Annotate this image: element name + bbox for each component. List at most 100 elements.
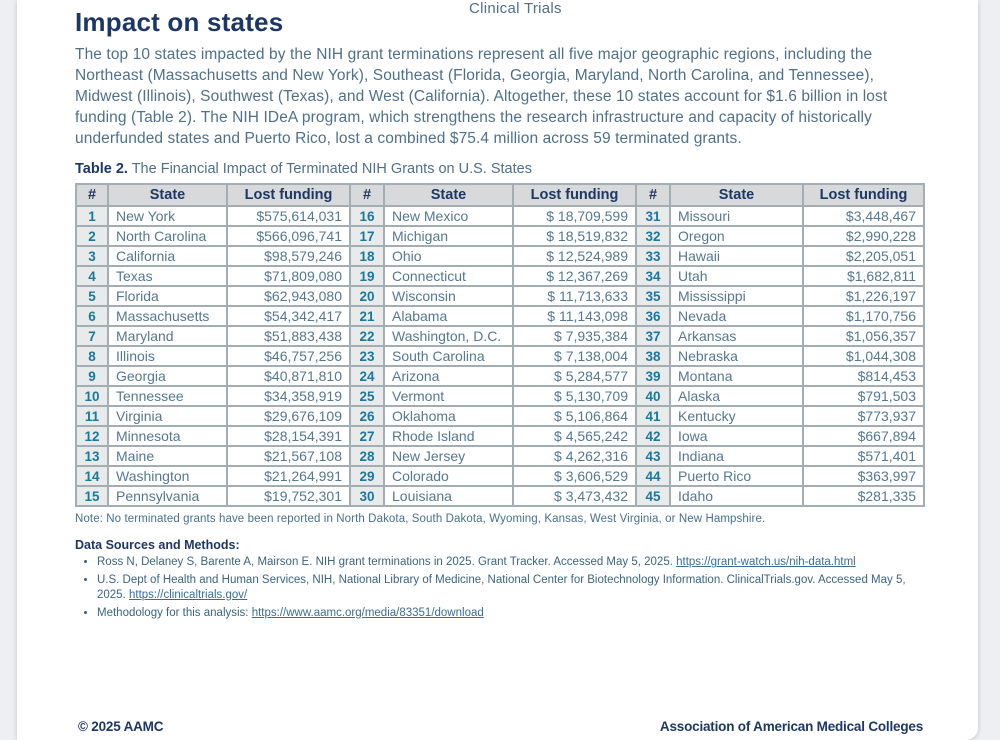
source-link[interactable]: https://clinicaltrials.gov/ (128, 588, 248, 601)
column-header-rank: # (75, 183, 109, 208)
rank-cell: 19 (349, 265, 385, 288)
rank-cell: 3 (75, 245, 109, 268)
table-row: 12 Minnesota $28,154,391 27 Rhode Island $ 4,… (75, 425, 925, 448)
state-cell: South Carolina (383, 345, 514, 368)
rank-cell: 36 (635, 305, 671, 328)
column-header-funding: Lost funding (226, 183, 351, 208)
funding-cell: $3,448,467 (802, 205, 925, 228)
state-cell: Texas (107, 265, 228, 288)
state-cell: Arkansas (669, 325, 804, 348)
rank-cell: 27 (349, 425, 385, 448)
rank-cell: 29 (349, 465, 385, 488)
rank-cell: 38 (635, 345, 671, 368)
rank-cell: 42 (635, 425, 671, 448)
state-cell: Louisiana (383, 485, 514, 508)
state-cell: Missouri (669, 205, 804, 228)
funding-cell: $791,503 (802, 385, 925, 408)
funding-cell: $1,170,756 (802, 305, 925, 328)
rank-cell: 44 (635, 465, 671, 488)
funding-cell: $ 5,284,577 (512, 365, 637, 388)
source-item: U.S. Dept of Health and Human Services, … (97, 573, 935, 602)
funding-cell: $ 7,935,384 (512, 325, 637, 348)
state-cell: Connecticut (383, 265, 514, 288)
rank-cell: 17 (349, 225, 385, 248)
rank-cell: 33 (635, 245, 671, 268)
table-row: 8 Illinois $46,757,256 23 South Carolina $ 7,… (75, 345, 925, 368)
state-cell: Pennsylvania (107, 485, 228, 508)
state-cell: Washington (107, 465, 228, 488)
state-cell: Nevada (669, 305, 804, 328)
state-cell: Iowa (669, 425, 804, 448)
column-header-rank: # (349, 183, 385, 208)
table-row: 6 Massachusetts $54,342,417 21 Alabama $ 11,1… (75, 305, 925, 328)
intro-paragraph: The top 10 states impacted by the NIH gr… (75, 46, 888, 148)
funding-cell: $1,682,811 (802, 265, 925, 288)
table-header: # State Lost funding # State Lost funding # Sta… (75, 183, 925, 208)
rank-cell: 8 (75, 345, 109, 368)
source-link[interactable]: https://www.aamc.org/media/83351/downloa… (251, 606, 484, 619)
rank-cell: 25 (349, 385, 385, 408)
table-row: 11 Virginia $29,676,109 26 Oklahoma $ 5,106,8… (75, 405, 925, 428)
state-cell: New York (107, 205, 228, 228)
column-header-funding: Lost funding (802, 183, 925, 208)
state-cell: Vermont (383, 385, 514, 408)
state-cell: Washington, D.C. (383, 325, 514, 348)
funding-cell: $667,894 (802, 425, 925, 448)
page-footer: © 2025 AAMC Association of American Medi… (78, 719, 923, 734)
state-cell: Mississippi (669, 285, 804, 308)
rank-cell: 37 (635, 325, 671, 348)
sources-heading: Data Sources and Methods: (75, 538, 240, 553)
table-row: 9 Georgia $40,871,810 24 Arizona $ 5,284,577 3… (75, 365, 925, 388)
state-cell: Massachusetts (107, 305, 228, 328)
funding-cell: $40,871,810 (226, 365, 351, 388)
source-item: Methodology for this analysis: https://w… (97, 606, 935, 621)
report-page: Clinical Trials Impact on states The top… (17, 0, 978, 740)
rank-cell: 15 (75, 485, 109, 508)
rank-cell: 21 (349, 305, 385, 328)
table-row: 13 Maine $21,567,108 28 New Jersey $ 4,262,31… (75, 445, 925, 468)
funding-cell: $71,809,080 (226, 265, 351, 288)
rank-cell: 11 (75, 405, 109, 428)
funding-cell: $575,614,031 (226, 205, 351, 228)
table-row: 7 Maryland $51,883,438 22 Washington, D.C. $ … (75, 325, 925, 348)
state-cell: Hawaii (669, 245, 804, 268)
state-cell: Maine (107, 445, 228, 468)
table-row: 4 Texas $71,809,080 19 Connecticut $ 12,367,2… (75, 265, 925, 288)
state-cell: Alaska (669, 385, 804, 408)
state-cell: Montana (669, 365, 804, 388)
funding-cell: $363,997 (802, 465, 925, 488)
state-cell: Utah (669, 265, 804, 288)
rank-cell: 39 (635, 365, 671, 388)
rank-cell: 26 (349, 405, 385, 428)
table-caption-text: The Financial Impact of Terminated NIH G… (131, 161, 532, 178)
page-content: Clinical Trials Impact on states The top… (17, 0, 978, 740)
table-note: Note: No terminated grants have been rep… (75, 513, 766, 526)
sources-section: Data Sources and Methods: Ross N, Delane… (75, 538, 925, 620)
funding-cell: $98,579,246 (226, 245, 351, 268)
running-header: Clinical Trials (469, 0, 562, 17)
state-cell: Oklahoma (383, 405, 514, 428)
rank-cell: 31 (635, 205, 671, 228)
state-cell: Illinois (107, 345, 228, 368)
state-cell: Minnesota (107, 425, 228, 448)
funding-cell: $ 12,367,269 (512, 265, 637, 288)
rank-cell: 5 (75, 285, 109, 308)
source-link[interactable]: https://grant-watch.us/nih-data.html (676, 556, 856, 569)
organization-name: Association of American Medical Colleges (659, 719, 923, 734)
state-cell: Arizona (383, 365, 514, 388)
column-header-funding: Lost funding (512, 183, 637, 208)
funding-cell: $ 3,606,529 (512, 465, 637, 488)
funding-cell: $2,990,228 (802, 225, 925, 248)
funding-cell: $281,335 (802, 485, 925, 508)
rank-cell: 12 (75, 425, 109, 448)
state-cell: Oregon (669, 225, 804, 248)
rank-cell: 43 (635, 445, 671, 468)
rank-cell: 16 (349, 205, 385, 228)
column-header-state: State (107, 183, 228, 208)
rank-cell: 9 (75, 365, 109, 388)
rank-cell: 40 (635, 385, 671, 408)
rank-cell: 41 (635, 405, 671, 428)
funding-cell: $571,401 (802, 445, 925, 468)
rank-cell: 6 (75, 305, 109, 328)
state-cell: Rhode Island (383, 425, 514, 448)
